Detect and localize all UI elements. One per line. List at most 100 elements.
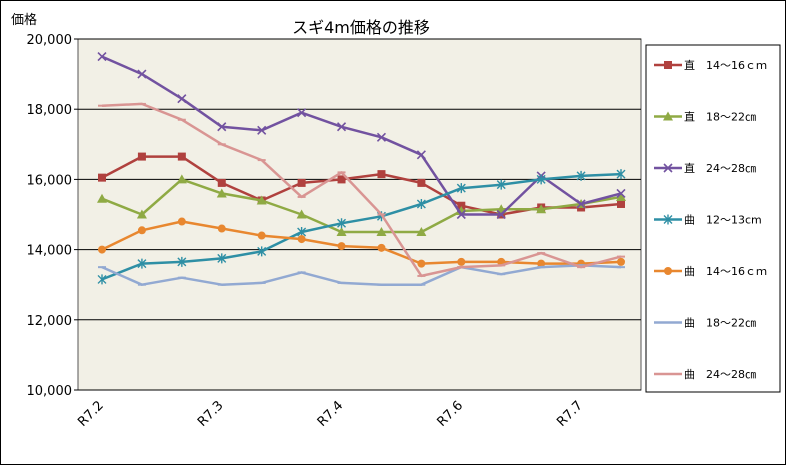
- data-point: [536, 174, 546, 185]
- data-point: [137, 226, 146, 235]
- data-point: [336, 122, 347, 132]
- data-point: [616, 191, 626, 201]
- legend-label: 直 24～28㎝: [684, 161, 756, 175]
- data-point: [456, 209, 466, 220]
- data-point: [217, 253, 227, 264]
- data-point: [337, 175, 346, 184]
- x-axis-ticks: R7.2 R7.3 R7.4 R7.6 R7.7: [75, 398, 586, 430]
- legend-label: 曲 14～16ｃｍ: [684, 265, 767, 278]
- data-point: [336, 227, 347, 237]
- x-tick-label: R7.4: [315, 398, 347, 430]
- data-point: [377, 170, 386, 179]
- legend-item: 直 14～16ｃｍ: [654, 58, 767, 72]
- series-line: [101, 178, 622, 234]
- data-point: [97, 51, 107, 62]
- data-point: [416, 227, 427, 237]
- data-point: [496, 209, 506, 220]
- data-point: [177, 217, 186, 226]
- data-point: [297, 178, 306, 187]
- data-point: [416, 150, 426, 160]
- data-point: [456, 183, 466, 194]
- y-tick-label: 18,000: [27, 103, 73, 118]
- data-point: [663, 163, 673, 173]
- series-line: [101, 55, 622, 216]
- gridlines: [78, 38, 641, 391]
- data-point: [176, 174, 187, 184]
- data-point: [536, 204, 547, 214]
- data-point: [663, 111, 673, 121]
- data-point: [617, 199, 625, 208]
- data-point: [296, 209, 307, 219]
- data-point: [377, 243, 386, 252]
- series-4: [97, 169, 626, 285]
- data-point: [416, 198, 426, 209]
- data-point: [337, 242, 346, 251]
- y-axis-label: 価格: [11, 12, 37, 28]
- legend-label: 曲 12～13cm: [684, 214, 762, 227]
- data-point: [177, 94, 187, 104]
- data-point: [576, 170, 586, 181]
- series-2: [97, 174, 626, 237]
- data-point: [417, 178, 426, 187]
- data-point: [663, 214, 673, 225]
- legend-label: 曲 24～28㎝: [684, 368, 756, 381]
- data-point: [97, 274, 107, 285]
- x-tick-label: R7.3: [195, 398, 227, 430]
- series-7: [98, 102, 625, 278]
- data-point: [217, 224, 226, 233]
- data-point: [496, 179, 506, 190]
- data-point: [457, 257, 466, 266]
- data-point: [257, 231, 266, 240]
- data-point: [98, 245, 106, 254]
- data-point: [217, 122, 227, 132]
- series-5: [98, 217, 625, 268]
- legend-label: 直 14～16ｃｍ: [684, 58, 767, 72]
- y-tick-label: 10,000: [27, 384, 73, 399]
- data-point: [617, 257, 625, 266]
- plot-area: [77, 38, 642, 391]
- data-point: [136, 209, 147, 219]
- series-line: [101, 102, 622, 278]
- legend-label: 曲 18～22㎝: [684, 317, 756, 330]
- x-tick-label: R7.6: [435, 398, 467, 430]
- data-point: [256, 195, 267, 205]
- data-point: [417, 259, 426, 268]
- data-point: [376, 132, 387, 142]
- y-tick-label: 14,000: [27, 244, 73, 259]
- data-point: [257, 125, 267, 135]
- legend-item: 曲 14～16ｃｍ: [654, 265, 767, 278]
- data-point: [297, 108, 307, 118]
- y-tick-label: 12,000: [27, 314, 73, 329]
- x-tick-label: R7.2: [75, 398, 107, 430]
- series-3: [97, 51, 626, 220]
- data-point: [664, 61, 672, 69]
- y-axis-ticks: 10,000 12,000 14,000 16,000 18,000 20,000: [27, 33, 78, 399]
- data-point: [664, 267, 672, 275]
- chart-title: スギ4m価格の推移: [292, 18, 430, 37]
- data-point: [457, 201, 466, 210]
- series-line: [101, 220, 622, 265]
- legend-item: 曲 12～13cm: [654, 214, 762, 227]
- data-point: [177, 256, 187, 267]
- data-point: [616, 188, 626, 199]
- series-lines: [97, 51, 626, 286]
- series-line: [101, 172, 622, 281]
- series-line: [101, 264, 622, 286]
- data-point: [376, 227, 387, 237]
- data-point: [98, 173, 106, 182]
- data-point: [576, 199, 586, 209]
- data-point: [257, 246, 267, 257]
- data-point: [177, 152, 186, 161]
- data-point: [297, 235, 306, 244]
- data-point: [337, 218, 347, 229]
- data-point: [537, 259, 546, 268]
- legend-label: 直 18～22㎝: [684, 110, 756, 124]
- legend-item: 直 18～22㎝: [654, 110, 756, 124]
- data-point: [137, 258, 147, 269]
- legend-item: 曲 18～22㎝: [654, 317, 756, 330]
- y-tick-label: 20,000: [27, 33, 73, 48]
- data-point: [137, 69, 147, 79]
